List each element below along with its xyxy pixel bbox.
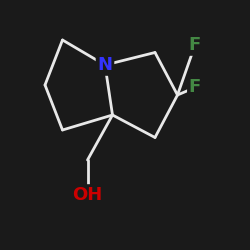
Text: F: F xyxy=(189,78,201,96)
Text: OH: OH xyxy=(72,186,103,204)
Text: N: N xyxy=(98,56,112,74)
Text: F: F xyxy=(189,36,201,54)
